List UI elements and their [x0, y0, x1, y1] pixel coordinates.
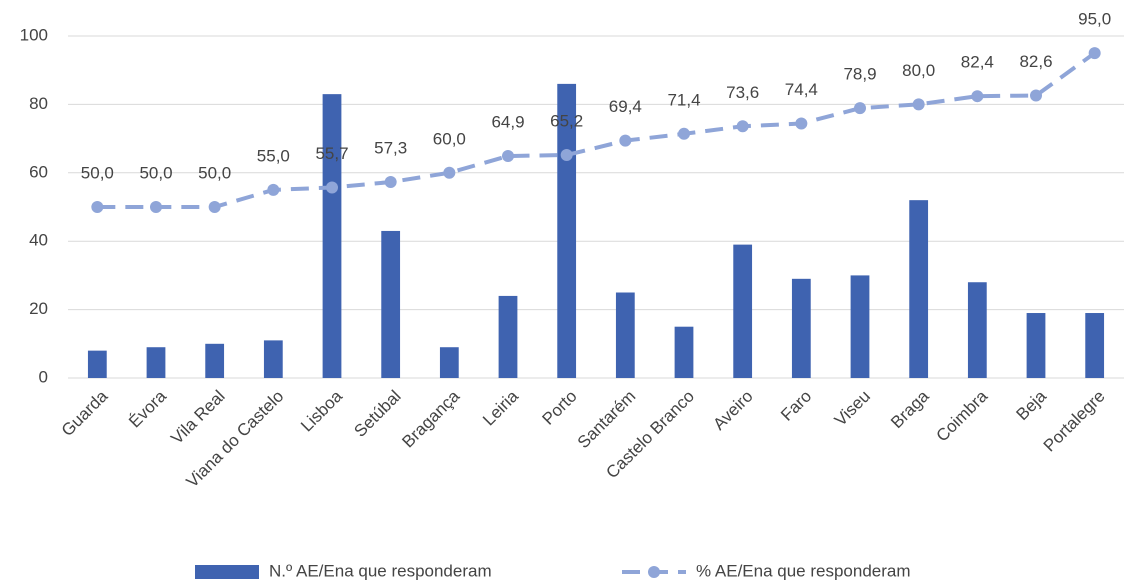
x-tick-label: Lisboa: [297, 386, 346, 435]
bar: [322, 94, 342, 378]
bar: [498, 295, 518, 378]
data-label: 80,0: [902, 61, 935, 80]
line-marker: [502, 150, 514, 163]
x-tick-label: Beja: [1013, 386, 1051, 424]
x-tick-label: Portalegre: [1040, 387, 1109, 456]
bar: [146, 347, 166, 378]
x-tick-label: Aveiro: [709, 387, 756, 434]
data-label: 55,7: [315, 144, 348, 163]
bar: [205, 343, 225, 378]
line-marker: [150, 201, 162, 213]
bar: [850, 275, 870, 378]
bar: [381, 230, 401, 378]
line: [97, 51, 1096, 209]
x-tick-label: Braga: [887, 386, 933, 432]
x-tick-label: Viseu: [831, 387, 874, 430]
y-tick-label: 20: [29, 299, 48, 318]
data-label: 95,0: [1078, 10, 1111, 29]
data-label: 69,4: [609, 97, 642, 116]
bar: [87, 350, 107, 378]
line-marker: [678, 127, 690, 140]
line-marker: [560, 149, 573, 162]
data-label: 60,0: [433, 129, 466, 148]
data-label: 50,0: [139, 163, 172, 182]
line-marker: [443, 166, 456, 179]
data-label: 50,0: [198, 163, 231, 182]
legend-swatch: [195, 565, 259, 579]
data-label: 82,4: [961, 53, 994, 72]
bar: [967, 282, 987, 378]
bar: [1026, 313, 1046, 378]
data-label: 57,3: [374, 139, 407, 158]
y-tick-label: 80: [29, 94, 48, 113]
x-tick-label: Guarda: [58, 386, 112, 440]
line-marker: [795, 117, 808, 130]
y-tick-label: 0: [39, 367, 48, 386]
y-tick-label: 60: [29, 162, 48, 181]
line-marker: [619, 134, 632, 147]
line-marker: [326, 181, 338, 194]
x-tick-label: Bragança: [398, 386, 463, 451]
data-label: 73,6: [726, 83, 759, 102]
bar: [791, 278, 811, 378]
line-marker: [971, 90, 984, 103]
line-marker: [384, 176, 397, 189]
bar: [733, 244, 753, 378]
y-tick-label: 100: [20, 25, 48, 44]
line-marker: [208, 201, 221, 213]
line-marker: [267, 183, 280, 196]
line-marker: [912, 98, 925, 111]
x-tick-label: Porto: [538, 387, 580, 429]
data-label: 74,4: [785, 80, 818, 99]
bar: [1085, 313, 1105, 378]
legend-marker: [648, 566, 660, 578]
line-marker: [1088, 47, 1101, 60]
bar: [615, 292, 635, 378]
line-marker: [736, 120, 749, 133]
bar: [674, 326, 694, 378]
data-label: 78,9: [843, 65, 876, 84]
data-label: 82,6: [1019, 52, 1052, 71]
x-tick-label: Faro: [777, 387, 815, 425]
y-tick-label: 40: [29, 231, 48, 250]
x-tick-label: Évora: [125, 386, 170, 431]
line-marker: [1030, 89, 1042, 102]
data-label: 55,0: [257, 146, 290, 165]
legend-label: % AE/Ena que responderam: [696, 561, 911, 580]
bar: [909, 200, 929, 378]
x-tick-label: Vila Real: [167, 387, 228, 448]
line-marker: [91, 201, 104, 213]
x-tick-label: Setúbal: [350, 387, 404, 441]
bar: [263, 340, 283, 378]
data-label: 64,9: [491, 113, 524, 132]
data-label: 65,2: [550, 112, 583, 131]
x-tick-label: Leiria: [479, 386, 522, 429]
x-tick-label: Coimbra: [932, 386, 991, 445]
data-label: 71,4: [667, 90, 700, 109]
legend-label: N.º AE/Ena que responderam: [269, 561, 492, 580]
line-marker: [854, 102, 866, 115]
bar: [439, 347, 459, 378]
data-label: 50,0: [81, 163, 114, 182]
